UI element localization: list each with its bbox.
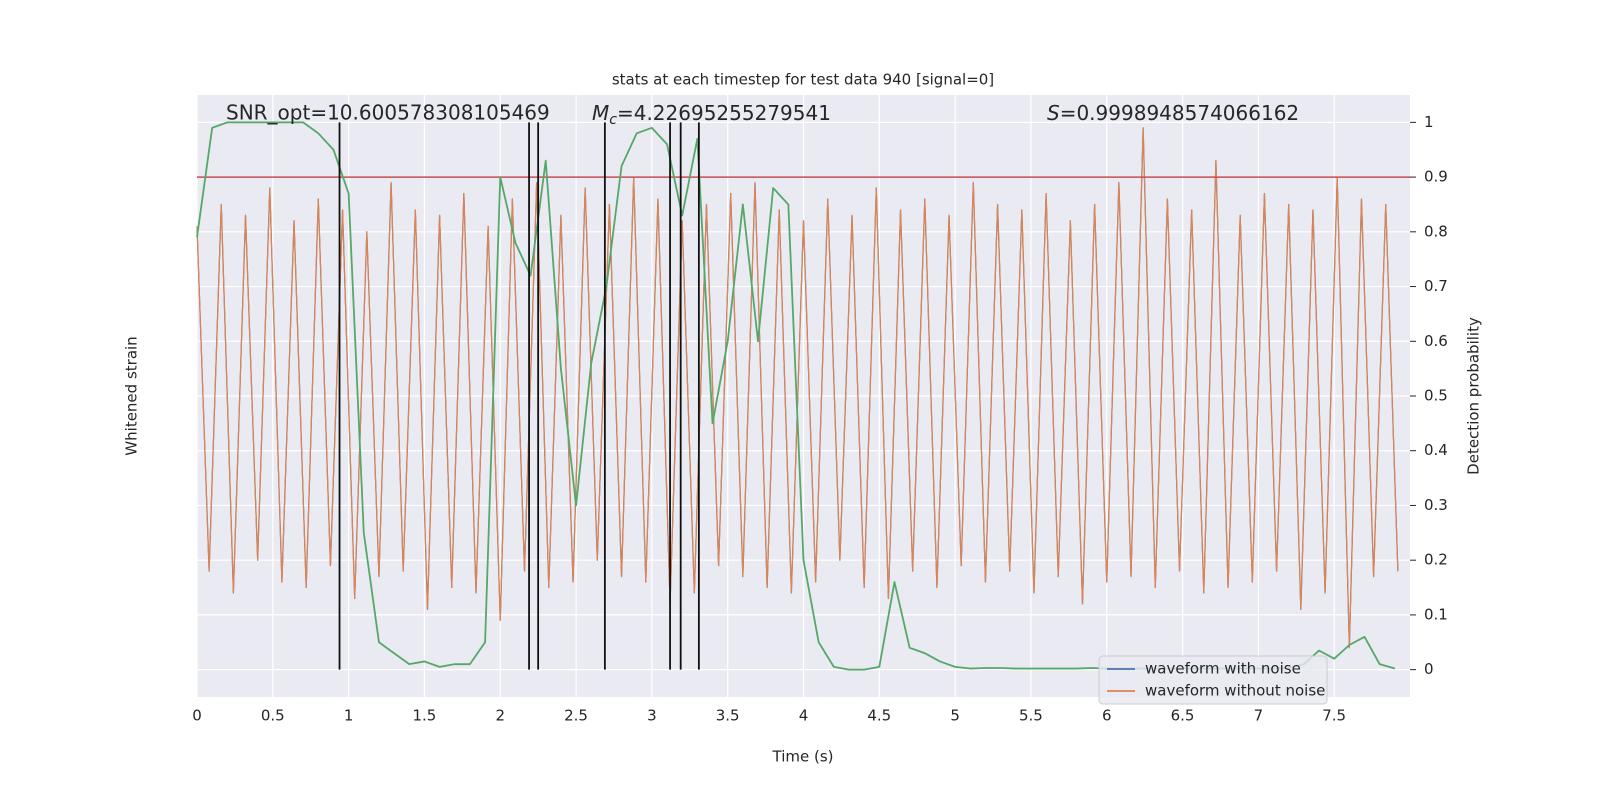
x-tick-label: 5: [950, 707, 960, 725]
legend-box: [1098, 655, 1328, 705]
x-tick-label: 2.5: [564, 707, 588, 725]
x-tick-label: 7: [1254, 707, 1264, 725]
chart-title: stats at each timestep for test data 940…: [612, 71, 994, 89]
y2-tick-label: 0.6: [1424, 332, 1448, 350]
mc-value: =4.22695255279541: [617, 101, 831, 125]
snr-annotation: SNR_opt=10.600578308105469: [226, 101, 550, 125]
legend: waveform with noise waveform without nois…: [1098, 655, 1328, 705]
y2-tick-label: 0.5: [1424, 387, 1448, 405]
x-tick-label: 7.5: [1322, 707, 1346, 725]
x-tick-label: 3: [647, 707, 657, 725]
x-tick-label: 0: [192, 707, 202, 725]
mc-symbol: M: [592, 101, 609, 125]
mc-annotation: Mc=4.22695255279541: [592, 101, 831, 129]
y2-tick-label: 0.4: [1424, 441, 1448, 459]
x-tick-label: 1: [344, 707, 354, 725]
x-axis-label: Time (s): [772, 748, 834, 766]
y2-tick-label: 0.1: [1424, 605, 1448, 623]
x-tick-label: 1.5: [413, 707, 437, 725]
y2-tick-label: 0.9: [1424, 168, 1448, 186]
x-tick-label: 5.5: [1019, 707, 1043, 725]
legend-label: waveform with noise: [1145, 660, 1301, 678]
y2-tick-label: 0.3: [1424, 496, 1448, 514]
s-symbol: S: [1047, 101, 1060, 125]
s-annotation: S=0.9998948574066162: [1047, 101, 1299, 125]
y2-tick-label: 0.2: [1424, 551, 1448, 569]
y2-axis-label: Detection probability: [1465, 317, 1483, 475]
y2-tick-label: 0: [1424, 660, 1434, 678]
legend-label: waveform without noise: [1145, 682, 1325, 700]
mc-subscript: c: [609, 112, 617, 128]
s-value: =0.9998948574066162: [1060, 101, 1299, 125]
y2-tick-label: 1: [1424, 113, 1434, 131]
x-tick-label: 6.5: [1171, 707, 1195, 725]
x-tick-label: 2: [495, 707, 505, 725]
x-tick-label: 4.5: [867, 707, 891, 725]
x-tick-label: 3.5: [716, 707, 740, 725]
y2-tick-label: 0.7: [1424, 277, 1448, 295]
x-tick-label: 6: [1102, 707, 1112, 725]
marks: [196, 121, 1410, 671]
x-tick-label: 0.5: [261, 707, 285, 725]
y-axis-label: Whitened strain: [123, 336, 141, 455]
y2-tick-label: 0.8: [1424, 222, 1448, 240]
x-tick-label: 4: [799, 707, 809, 725]
